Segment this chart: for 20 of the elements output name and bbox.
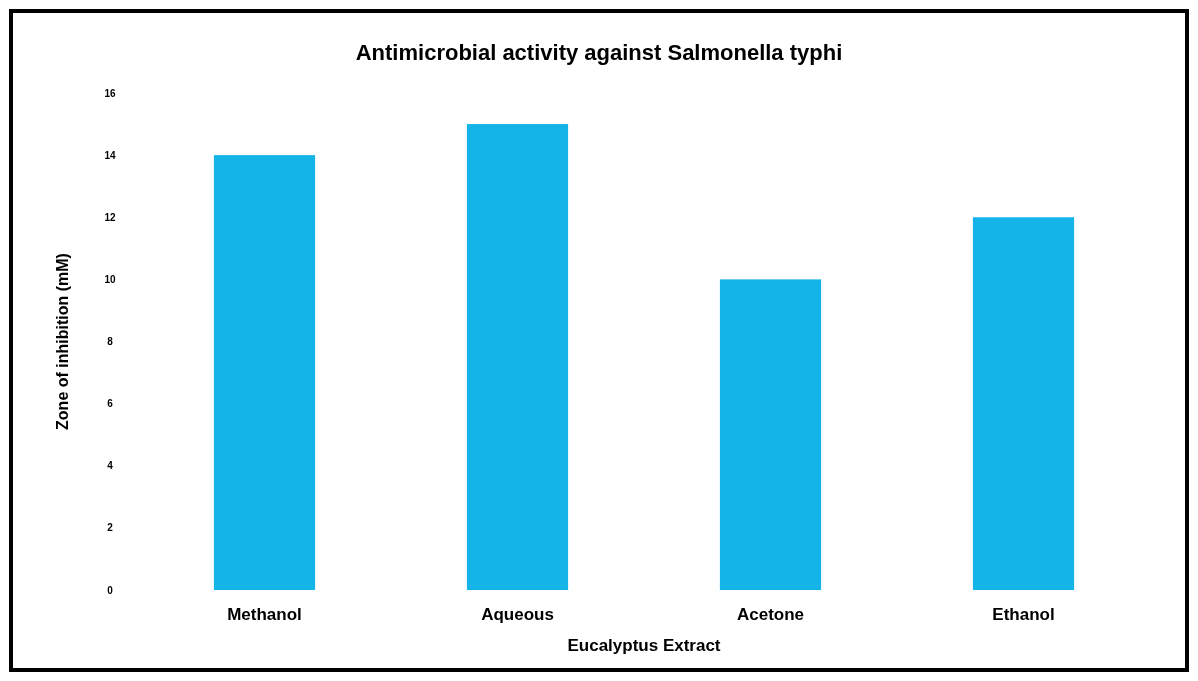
bar (719, 279, 822, 590)
x-axis-title: Eucalyptus Extract (567, 636, 721, 655)
y-tick-label: 16 (104, 87, 116, 99)
y-axis-title: Zone of inhibition (mM) (54, 253, 71, 430)
chart-title: Antimicrobial activity against Salmonella typhi (355, 40, 843, 65)
x-tick-label: Ethanol (992, 605, 1055, 624)
x-tick-label: Methanol (227, 605, 302, 624)
bar (213, 155, 316, 590)
y-tick-label: 6 (107, 398, 114, 410)
y-tick-label: 8 (107, 336, 114, 347)
y-tick-label: 2 (107, 522, 114, 534)
bar (972, 217, 1075, 590)
y-tick-label: 0 (107, 584, 114, 596)
bar (466, 124, 569, 590)
y-tick-label: 4 (107, 460, 114, 472)
x-tick-label: Acetone (736, 605, 805, 624)
y-tick-label: 14 (104, 149, 116, 161)
y-tick-label: 10 (104, 273, 116, 285)
y-tick-label: 12 (104, 211, 116, 223)
x-tick-label: Aqueous (481, 605, 554, 624)
